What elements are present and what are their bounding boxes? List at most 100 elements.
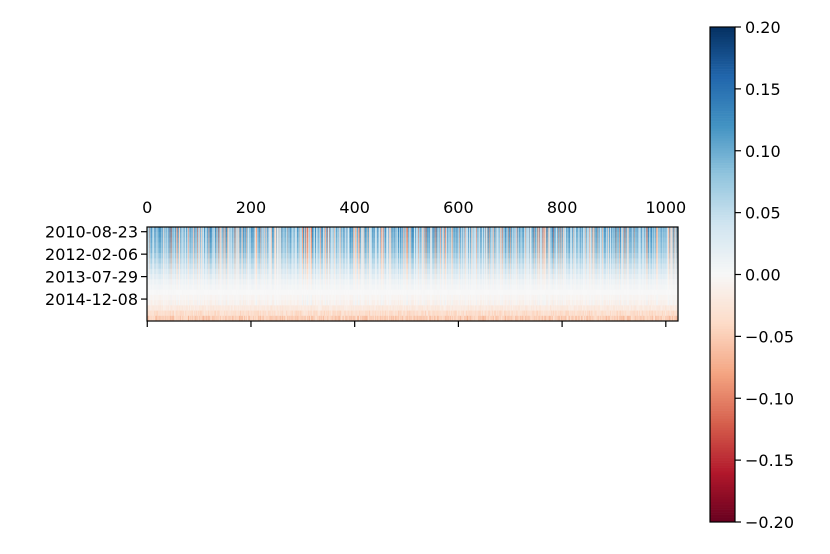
heatmap-cell [151, 294, 152, 301]
heatmap-cell [156, 232, 158, 238]
heatmap-cell [156, 310, 158, 316]
heatmap-cell [147, 279, 149, 285]
heatmap-cell [160, 263, 162, 269]
heatmap-cell [154, 268, 155, 275]
heatmap-cell [154, 300, 156, 306]
heatmap-cell [150, 268, 152, 275]
heatmap-cell [148, 237, 150, 243]
heatmap-cell [158, 253, 160, 259]
heatmap-cell [151, 315, 153, 322]
heatmap-cell [159, 268, 161, 275]
heatmap-cell [152, 237, 154, 243]
heatmap-cell [151, 227, 153, 233]
heatmap-cell [148, 279, 150, 285]
heatmap-cell [157, 247, 159, 254]
heatmap-cell [152, 289, 154, 296]
heatmap-cell [152, 284, 154, 290]
heatmap-cell [154, 305, 156, 311]
heatmap-cell [153, 305, 154, 311]
heatmap-cell [151, 305, 152, 311]
heatmap-cell [150, 284, 151, 290]
heatmap-cell [150, 305, 152, 311]
heatmap-cell [159, 237, 161, 243]
heatmap-cell [152, 242, 153, 249]
heatmap-cell [157, 263, 159, 269]
heatmap-cell [164, 253, 165, 259]
heatmap-cell [156, 268, 158, 275]
heatmap-cell [151, 242, 152, 249]
heatmap-cell [157, 315, 159, 322]
heatmap-cell [151, 305, 153, 311]
heatmap-cell [163, 227, 165, 233]
heatmap-cell [160, 300, 162, 306]
heatmap-cell [161, 300, 163, 306]
heatmap-cell [153, 300, 154, 306]
heatmap-cell [152, 247, 154, 254]
heatmap-cell [147, 258, 149, 264]
heatmap-cell [162, 237, 163, 243]
heatmap-cell [153, 289, 155, 296]
heatmap-cell [159, 227, 161, 233]
heatmap-cell [162, 247, 164, 254]
heatmap-cell [155, 284, 157, 290]
heatmap-cell [155, 284, 157, 290]
heatmap-cell [154, 258, 156, 264]
heatmap-cell [157, 253, 159, 259]
heatmap-cell [162, 305, 163, 311]
heatmap-cell [162, 268, 163, 275]
heatmap-cell [161, 310, 162, 316]
heatmap-cell [149, 289, 150, 296]
heatmap-cell [154, 242, 155, 249]
heatmap-cell [156, 227, 158, 233]
heatmap-cell [148, 232, 150, 238]
heatmap-cell [163, 232, 164, 238]
heatmap-cell [152, 294, 153, 301]
heatmap-cell [158, 237, 160, 243]
heatmap-cell [161, 289, 163, 296]
heatmap-cell [164, 258, 165, 264]
heatmap-cell [152, 279, 154, 285]
heatmap-cell [151, 310, 152, 316]
heatmap-cell [154, 258, 155, 264]
heatmap-cell [161, 253, 162, 259]
heatmap-cell [155, 232, 157, 238]
heatmap-cell [163, 310, 165, 316]
heatmap-cell [156, 310, 158, 316]
heatmap-cell [158, 258, 160, 264]
heatmap-cell [150, 310, 152, 316]
heatmap-cell [152, 247, 153, 254]
heatmap-cell [158, 279, 160, 285]
heatmap-cell [147, 237, 149, 243]
heatmap-cell [155, 258, 157, 264]
heatmap-cell [154, 232, 155, 238]
heatmap-cell [156, 315, 158, 322]
heatmap-cell [153, 247, 155, 254]
heatmap-cell [162, 310, 164, 316]
heatmap-cell [151, 315, 152, 322]
heatmap-cell [158, 263, 160, 269]
heatmap-cell [163, 268, 164, 275]
heatmap-cell [161, 242, 162, 249]
heatmap-cell [154, 305, 155, 311]
heatmap-cell [151, 253, 152, 259]
heatmap-cell [158, 300, 160, 306]
heatmap-cell [152, 300, 153, 306]
heatmap-cell [163, 279, 164, 285]
heatmap-cell [151, 268, 152, 275]
heatmap-cell [156, 268, 158, 275]
heatmap-cell [161, 268, 163, 275]
heatmap-cell [147, 274, 149, 280]
heatmap-cell [153, 263, 154, 269]
heatmap-cell [161, 294, 162, 301]
heatmap-cell [161, 274, 162, 280]
heatmap-cell [161, 232, 163, 238]
heatmap-cell [157, 284, 159, 290]
heatmap-cell [158, 268, 160, 275]
heatmap-cell [158, 274, 160, 280]
heatmap-cell [151, 289, 152, 296]
heatmap-cell [157, 253, 159, 259]
heatmap-cell [150, 315, 152, 322]
heatmap-cell [156, 263, 158, 269]
heatmap-cell [155, 268, 157, 275]
heatmap-cell [153, 310, 155, 316]
